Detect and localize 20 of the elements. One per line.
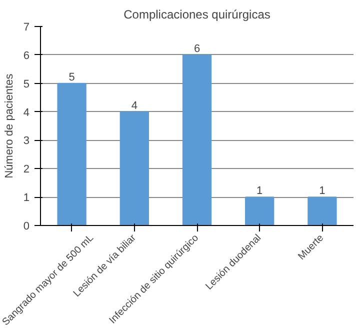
bar — [57, 82, 86, 226]
y-tick-label: 7 — [23, 22, 30, 34]
bar — [120, 111, 149, 226]
y-tick-label: 1 — [23, 192, 30, 204]
y-tick-label: 6 — [23, 50, 30, 62]
chart-title: Complicaciones quirúrgicas — [124, 8, 270, 22]
bar — [182, 54, 212, 226]
y-tick-label: 5 — [23, 78, 30, 90]
bar — [308, 196, 337, 226]
y-tick-label: 2 — [23, 164, 30, 176]
y-axis-title: Número de pacientes — [3, 73, 16, 178]
data-label: 1 — [319, 185, 326, 198]
y-tick-label: 4 — [23, 106, 30, 119]
bar — [245, 196, 274, 226]
data-label: 4 — [131, 100, 138, 112]
data-label: 6 — [194, 42, 200, 55]
y-tick-label: 3 — [23, 135, 30, 148]
data-label: 5 — [68, 71, 75, 84]
data-label: 1 — [256, 185, 263, 198]
y-tick-label: 0 — [23, 220, 30, 232]
